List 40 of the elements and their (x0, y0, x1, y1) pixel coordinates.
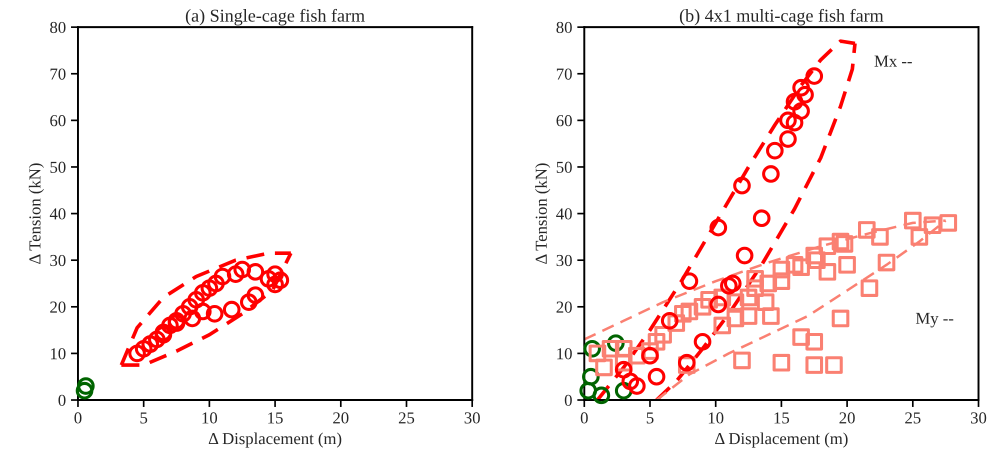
annotation: Mx -- (874, 56, 912, 67)
y-tick-label: 60 (50, 115, 66, 126)
x-tick-label: 30 (464, 412, 480, 424)
y-tick-label: 0 (58, 394, 66, 406)
y-tick-label: 10 (557, 348, 572, 360)
y-tick-label: 20 (50, 302, 66, 313)
x-tick-label: 25 (905, 412, 920, 424)
annotation: My -- (916, 312, 954, 328)
x-axis-title: Δ Displacement (m) (208, 432, 342, 448)
x-tick-label: 5 (140, 412, 148, 424)
y-axis-title: Δ Tension (kN) (28, 163, 44, 264)
x-tick-label: 10 (202, 412, 218, 424)
x-tick-label: 5 (646, 412, 654, 424)
x-tick-label: 15 (774, 412, 790, 424)
y-tick-label: 70 (556, 68, 572, 80)
y-tick-label: 70 (50, 68, 66, 80)
y-tick-label: 50 (50, 162, 66, 173)
x-tick-label: 0 (580, 412, 588, 424)
x-tick-label: 20 (333, 412, 348, 424)
y-tick-label: 80 (50, 22, 66, 34)
y-tick-label: 20 (556, 302, 572, 313)
y-axis-title: Δ Tension (kN) (535, 163, 550, 264)
x-tick-label: 20 (840, 412, 855, 424)
x-tick-label: 10 (708, 412, 724, 424)
y-tick-label: 0 (564, 394, 572, 406)
x-tick-label: 30 (970, 412, 986, 424)
x-tick-label: 25 (398, 412, 414, 424)
y-tick-label: 80 (556, 22, 572, 34)
x-tick-label: 0 (74, 412, 82, 424)
x-tick-label: 15 (268, 412, 283, 424)
chart-title: (b) 4x1 multi-cage fish farm (680, 8, 884, 26)
y-tick-label: 50 (556, 162, 572, 173)
chart-title: (a) Single-cage fish farm (186, 8, 365, 26)
y-tick-label: 40 (50, 208, 66, 220)
x-axis-title: Δ Displacement (m) (715, 432, 848, 448)
y-tick-label: 30 (50, 254, 66, 266)
y-tick-label: 10 (50, 348, 66, 360)
y-tick-label: 60 (556, 115, 572, 126)
y-tick-label: 40 (556, 208, 572, 220)
y-tick-label: 30 (556, 254, 572, 266)
